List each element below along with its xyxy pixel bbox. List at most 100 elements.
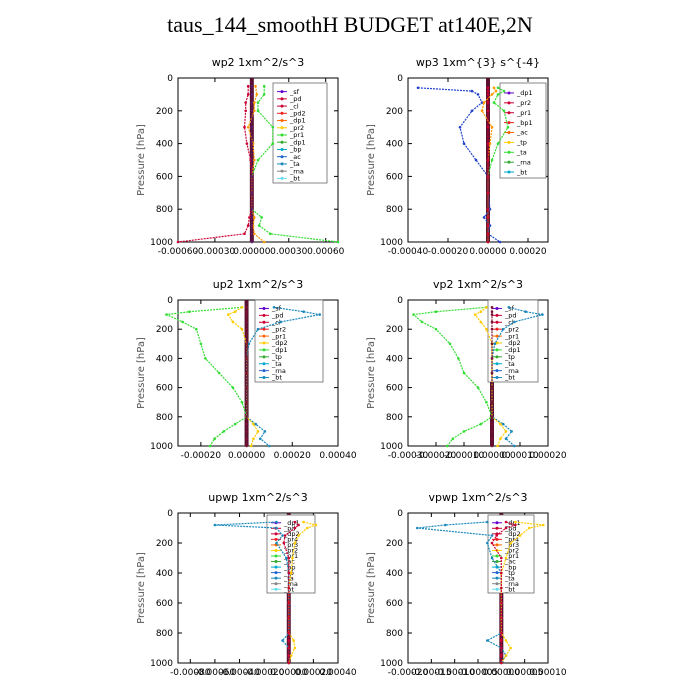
series-point [501,327,505,331]
y-tick-label: 600 [386,384,403,394]
legend-marker [274,587,278,591]
series-point [490,386,494,389]
series-point [252,422,255,426]
series-line [247,86,265,243]
legend-marker [280,97,284,101]
legend-label: _dp2 [271,339,288,347]
y-tick-label: 200 [156,325,173,335]
series-point [287,556,291,560]
series-point [256,158,260,162]
legend-marker [262,334,266,338]
series-point [291,556,294,560]
series-point [256,101,260,104]
plot-frame [407,299,549,447]
series-point [302,520,305,524]
legend-marker [495,582,499,586]
x-tick-label: 0.00040 [319,451,356,461]
legend-label: _pr1 [504,552,519,560]
series-point [434,310,438,314]
series-point [282,541,286,545]
series-line [177,86,253,243]
series-point [250,101,254,104]
legend-marker [495,306,499,310]
series-point [245,320,248,324]
y-axis-label: Pressure [hPa] [366,552,377,624]
series-point [252,437,255,441]
series-point [256,109,260,113]
series-point [287,631,291,635]
legend-label: _ta [516,148,527,156]
y-axis-label: Pressure [hPa] [136,552,147,624]
legend-label: _pr1 [504,332,519,340]
series-point [492,86,496,90]
series-point [244,101,247,104]
legend-marker [280,111,284,115]
series-point [490,437,494,441]
legend-marker [262,355,266,359]
series-point [416,86,420,90]
legend-label: _bt [289,175,300,183]
legend-marker [274,576,278,580]
series-point [479,310,483,314]
x-tick-label: -0.00010 [434,668,475,678]
x-tick-label: -0.00040 [219,668,260,678]
legend-marker [280,169,284,173]
series-point [501,422,505,426]
series-point [275,520,278,524]
y-tick-label: 400 [386,569,403,579]
series-point [473,313,477,316]
series-point [222,430,225,433]
y-tick-label: 600 [156,172,173,182]
y-tick-label: 200 [156,539,173,549]
y-tick-label: 600 [156,384,173,394]
series-point [500,601,503,605]
series-point [504,526,508,530]
series-point [490,430,494,433]
series-point [496,93,500,96]
y-axis-label: Pressure [hPa] [366,124,377,196]
legend-label: _dp1 [289,138,306,146]
x-tick-label: 0.00060 [307,247,344,257]
series-point [188,310,191,314]
series-point [271,125,275,129]
series-point [227,313,230,316]
legend-marker [280,162,284,166]
series-point [507,306,511,309]
legend-marker [507,121,511,125]
series-point [240,327,244,331]
series-point [245,430,248,433]
series-point [513,320,516,324]
series-point [287,661,291,665]
series-point [253,158,256,162]
series-point [250,240,254,244]
series-point [490,320,494,324]
series-point [528,526,531,530]
y-tick-label: 600 [156,599,173,609]
y-axis-label: Pressure [hPa] [136,337,147,409]
legend-marker [262,327,266,331]
legend-label: _pr4 [504,536,519,544]
legend-label: _ac [289,153,301,161]
series-point [490,327,494,331]
chart-title: wp2 1xm^2/s^3 [212,56,305,69]
series-point [245,415,248,419]
series-point [488,142,492,145]
series-point [297,523,300,527]
legend-label: _sf [504,305,515,313]
series-point [262,84,266,88]
series-point [476,93,480,96]
x-tick-label: 0.00020 [509,247,546,257]
legend-label: _cl [271,318,281,326]
series-point [263,430,267,433]
x-tick-label: -0.00060 [158,247,199,257]
legend-label: _pr4 [283,536,298,544]
legend-label: _bt [504,585,515,593]
y-axis-label: Pressure [hPa] [366,337,377,409]
series-point [494,89,498,93]
series-point [490,541,494,545]
legend-label: _pd [283,525,296,533]
series-point [510,430,513,433]
legend-label: _pd [504,525,517,533]
series-point [245,310,248,314]
